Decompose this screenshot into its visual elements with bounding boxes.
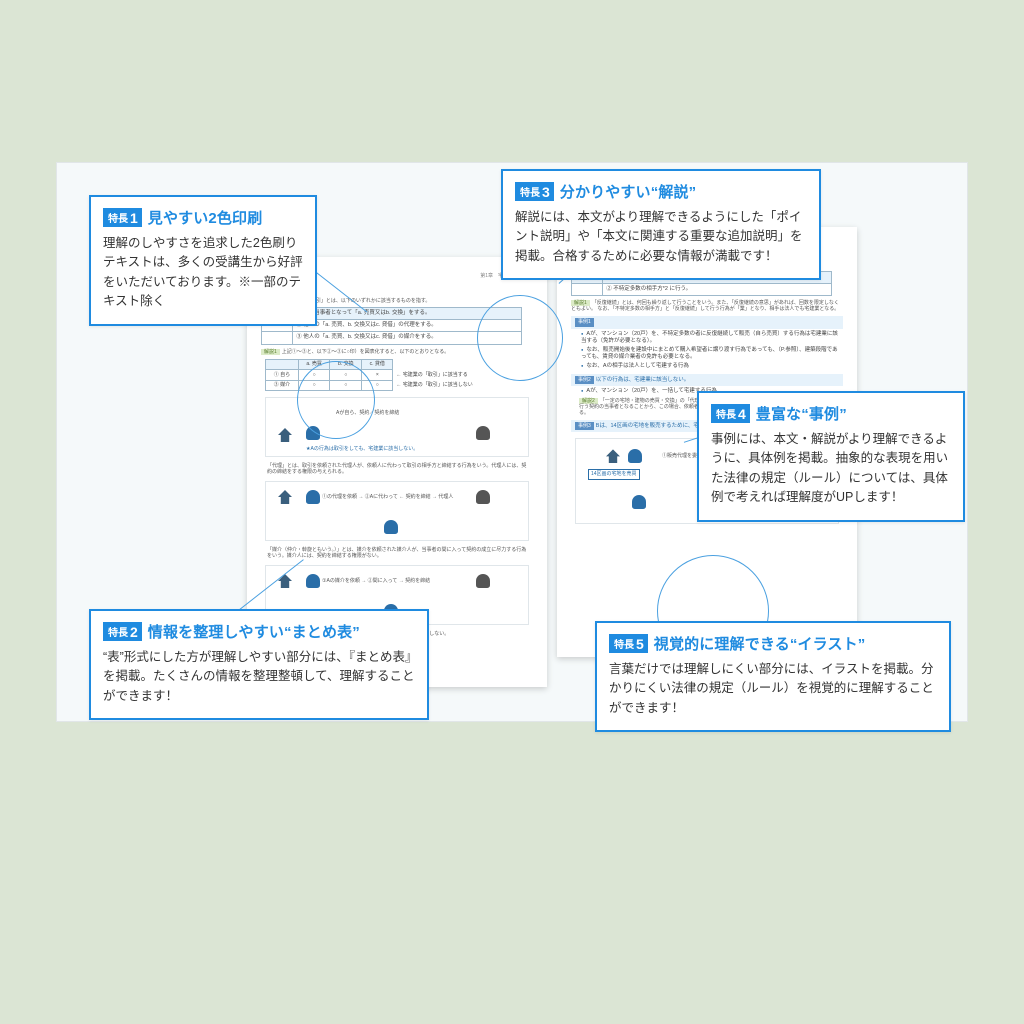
example1-list: Aが、マンション（20戸）を、不特定多数の者に反復継続して販売（自ら売買）する行… xyxy=(581,331,843,370)
callout-feature-3: 特長3 分かりやすい“解説” 解説には、本文がより理解できるようにした「ポイント… xyxy=(501,169,821,280)
feature-tag: 特長1 xyxy=(103,208,142,227)
callout-feature-5: 特長5 視覚的に理解できる“イラスト” 言葉だけでは理解しにくい部分には、イラス… xyxy=(595,621,951,732)
callout-feature-2: 特長2 情報を整理しやすい“まとめ表” “表”形式にした方が理解しやすい部分には… xyxy=(89,609,429,720)
diagram-2: ①の代理を依頼 → ②Aに代わって ← 契約を締結 → 代理人 xyxy=(265,481,529,541)
para-agent: 「代理」とは、取引を依頼された代理人が、依頼人に代わって取引の相手方と締結する行… xyxy=(267,463,527,475)
callout-feature-1: 特長1 見やすい2色印刷 理解のしやすさを追求した2色刷りテキストは、多くの受講… xyxy=(89,195,317,326)
magnifier-circle-2 xyxy=(297,361,375,439)
callout-title: 見やすい2色印刷 xyxy=(148,207,263,228)
callout-feature-4: 特長4 豊富な“事例” 事例には、本文・解説がより理解できるように、具体例を掲載… xyxy=(697,391,965,522)
magnifier-circle-1 xyxy=(477,295,563,381)
callout-body: 理解のしやすさを追求した2色刷りテキストは、多くの受講生から好評をいただいており… xyxy=(103,234,303,312)
infographic-canvas: 第1章 宅建業法の概要 【2】取引 宅建業の対象となる「取引」とは、以下のいずれ… xyxy=(56,162,968,722)
para-mediation: 「媒介（仲介・斡旋ともいう。）」とは、媒介を依頼された媒介人が、当事者の間に入っ… xyxy=(267,547,527,559)
